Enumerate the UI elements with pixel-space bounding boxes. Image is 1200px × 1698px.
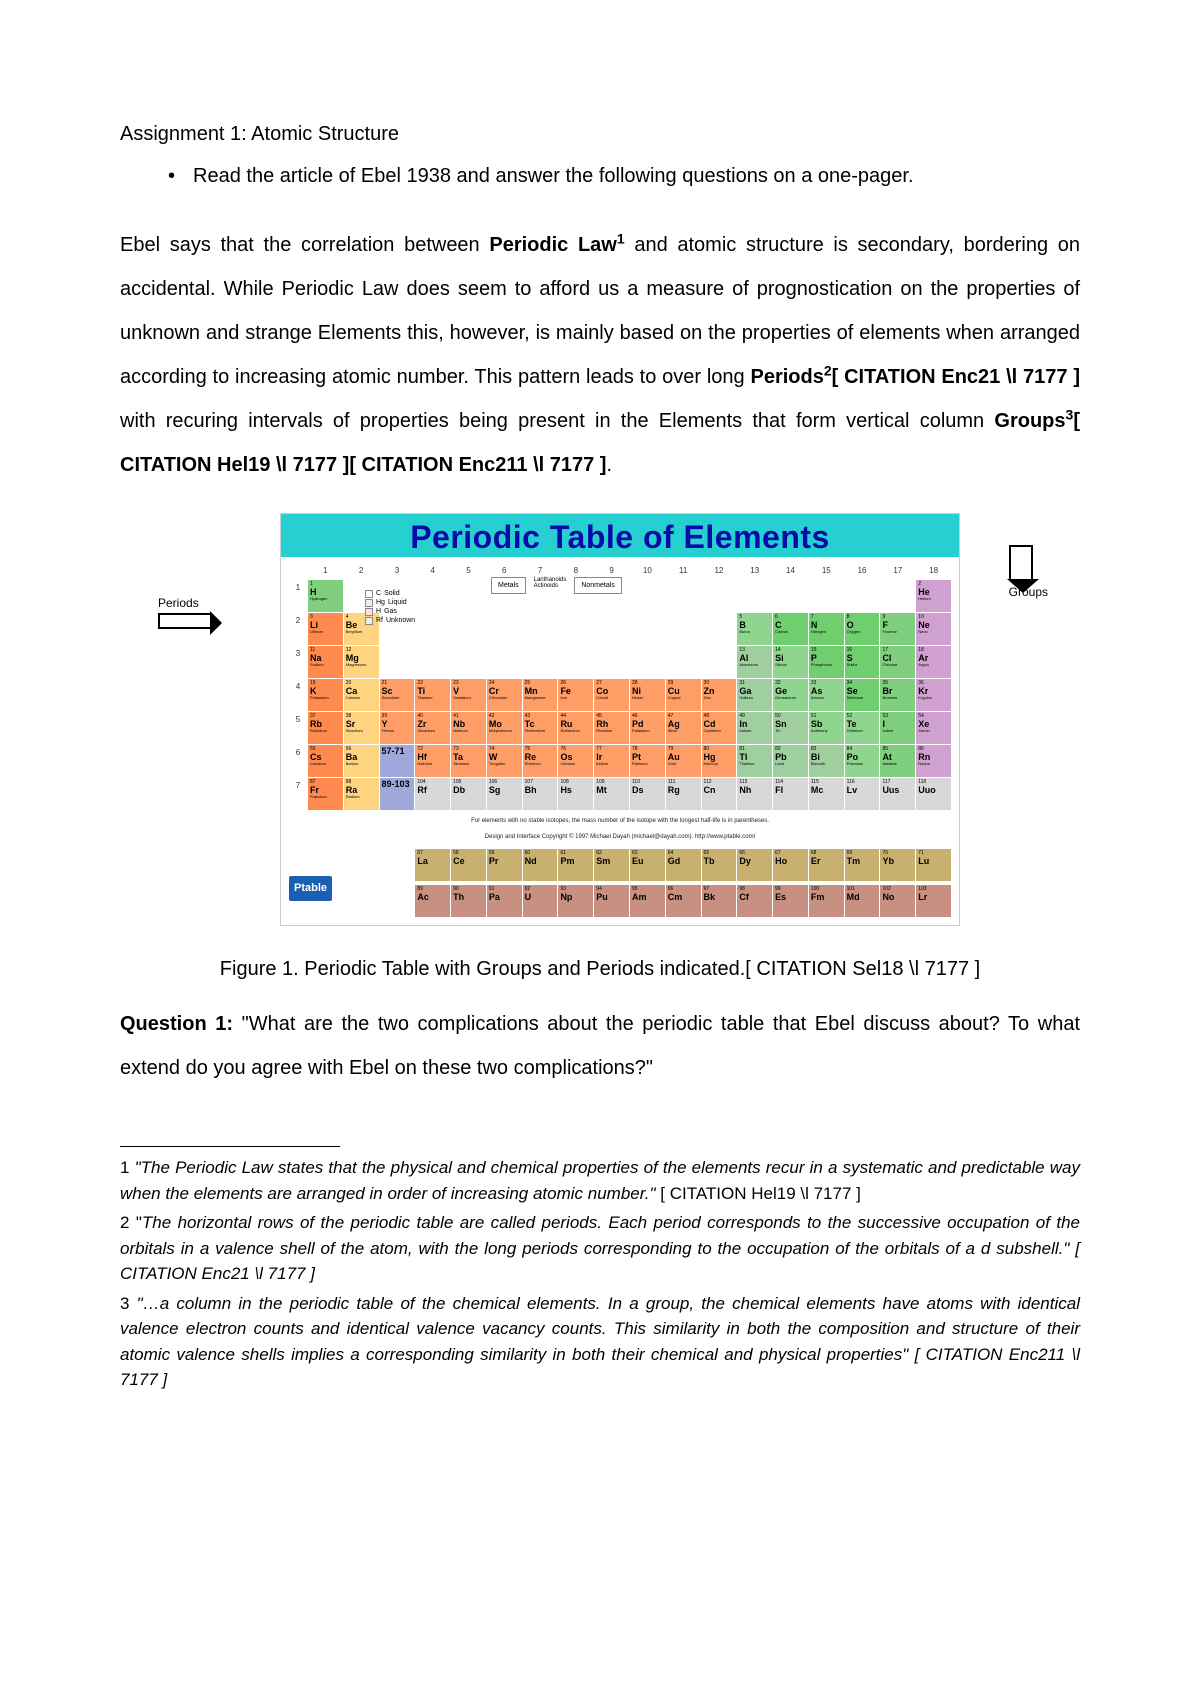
arrow-right-icon [158, 613, 212, 629]
footnote-3: 3 "…a column in the periodic table of th… [120, 1291, 1080, 1393]
ptable-logo: Ptable [289, 876, 332, 901]
periods-side-label: Periods [158, 597, 212, 629]
periodic-table-figure: Periods Groups Periodic Table of Element… [220, 513, 980, 926]
category-labels: Metals LanthanoidsActinoids Nonmetals [491, 577, 919, 594]
footnote-separator [120, 1146, 340, 1147]
question-1: Question 1: "What are the two complicati… [120, 1002, 1080, 1090]
footnote-1: 1 "The Periodic Law states that the phys… [120, 1155, 1080, 1206]
state-legend: C Solid Hg Liquid H Gas Rf Unknown [365, 589, 415, 625]
arrow-down-icon [1009, 545, 1033, 579]
groups-side-label: Groups [1009, 545, 1048, 604]
periodic-table-title: Periodic Table of Elements [281, 514, 959, 557]
group-numbers-row: 123456789101112131415161718 [289, 563, 951, 578]
footnote-2: 2 "The horizontal rows of the periodic t… [120, 1210, 1080, 1287]
lanthanide-row: 57La58Ce59Pr60Nd61Pm62Sm63Eu64Gd65Tb66Dy… [289, 849, 951, 881]
copyright-note: Design and Interface Copyright © 1997 Mi… [289, 830, 951, 845]
figure-caption: Figure 1. Periodic Table with Groups and… [120, 950, 1080, 988]
intro-paragraph: Ebel says that the correlation between P… [120, 223, 1080, 487]
actinide-row: 89Ac90Th91Pa92U93Np94Pu95Am96Cm97Bk98Cf9… [289, 885, 951, 917]
assignment-title: Assignment 1: Atomic Structure [120, 115, 1080, 153]
bullet-text: Read the article of Ebel 1938 and answer… [193, 157, 1080, 195]
isotope-note: For elements with no stable isotopes, th… [289, 814, 951, 829]
bullet-icon: • [168, 157, 175, 195]
bullet-item: • Read the article of Ebel 1938 and answ… [168, 157, 1080, 195]
question-label: Question 1: [120, 1013, 233, 1035]
footnotes: 1 "The Periodic Law states that the phys… [120, 1155, 1080, 1393]
